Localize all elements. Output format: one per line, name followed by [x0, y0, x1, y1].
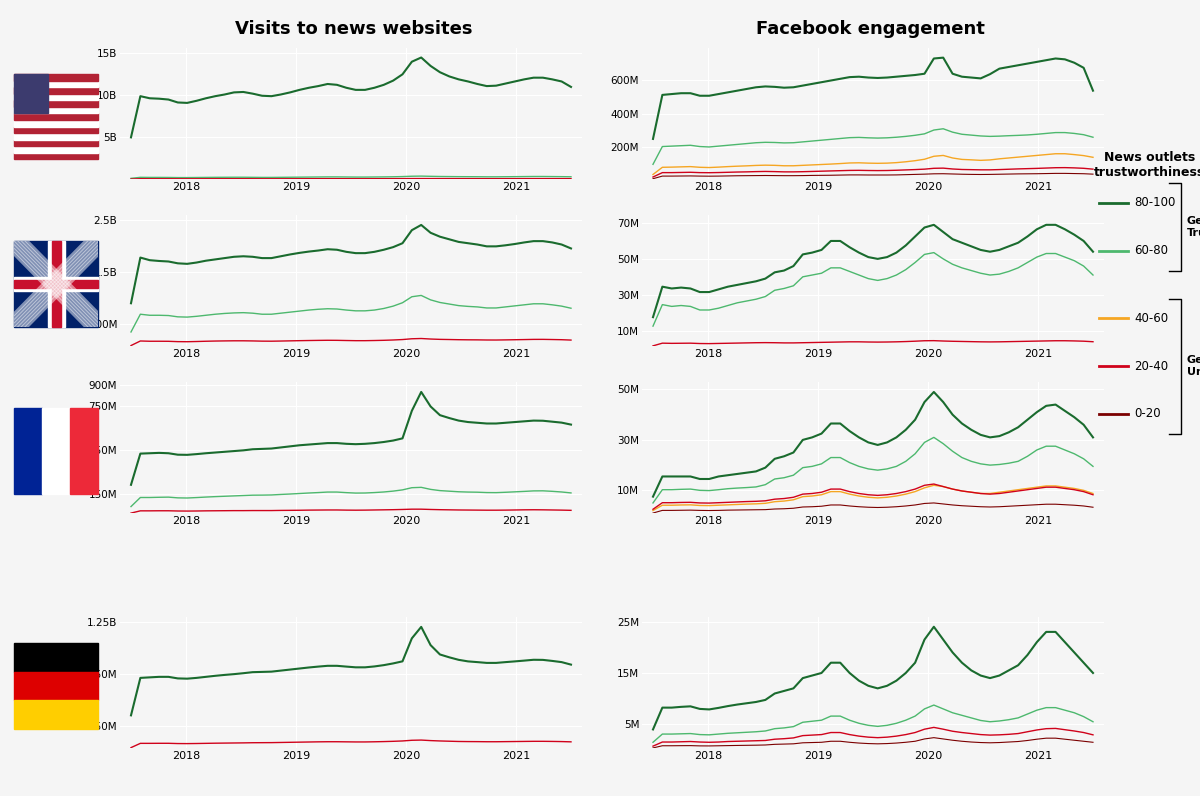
- Bar: [14, 146, 98, 153]
- Bar: [14, 107, 98, 113]
- Bar: [42, 408, 71, 494]
- Bar: [14, 94, 98, 100]
- Text: 40-60: 40-60: [1134, 312, 1168, 325]
- Text: Facebook engagement: Facebook engagement: [756, 20, 984, 38]
- Bar: [14, 139, 98, 146]
- Text: 60-80: 60-80: [1134, 244, 1168, 257]
- Text: 20-40: 20-40: [1134, 360, 1168, 373]
- Text: 80-100: 80-100: [1134, 197, 1175, 209]
- Bar: [48, 241, 65, 326]
- Bar: [14, 277, 98, 291]
- Bar: [14, 113, 98, 120]
- Bar: [14, 643, 98, 672]
- Bar: [14, 133, 98, 139]
- Text: 0-20: 0-20: [1134, 408, 1160, 420]
- Bar: [14, 120, 98, 127]
- Text: News outlets
trustworthiness: News outlets trustworthiness: [1094, 151, 1200, 179]
- Bar: [53, 241, 61, 326]
- Bar: [14, 153, 98, 159]
- Text: Visits to news websites: Visits to news websites: [235, 20, 473, 38]
- Bar: [14, 672, 98, 700]
- Bar: [14, 88, 98, 94]
- Bar: [14, 127, 98, 133]
- Text: Generally
Trustworthy: Generally Trustworthy: [1187, 216, 1200, 238]
- Text: Generally
Untrustworthy: Generally Untrustworthy: [1187, 355, 1200, 377]
- Bar: [71, 408, 98, 494]
- Bar: [14, 100, 98, 107]
- Bar: [14, 700, 98, 728]
- Bar: [14, 408, 42, 494]
- Bar: [14, 74, 48, 113]
- Bar: [14, 80, 98, 88]
- Bar: [14, 279, 98, 288]
- Bar: [14, 74, 98, 80]
